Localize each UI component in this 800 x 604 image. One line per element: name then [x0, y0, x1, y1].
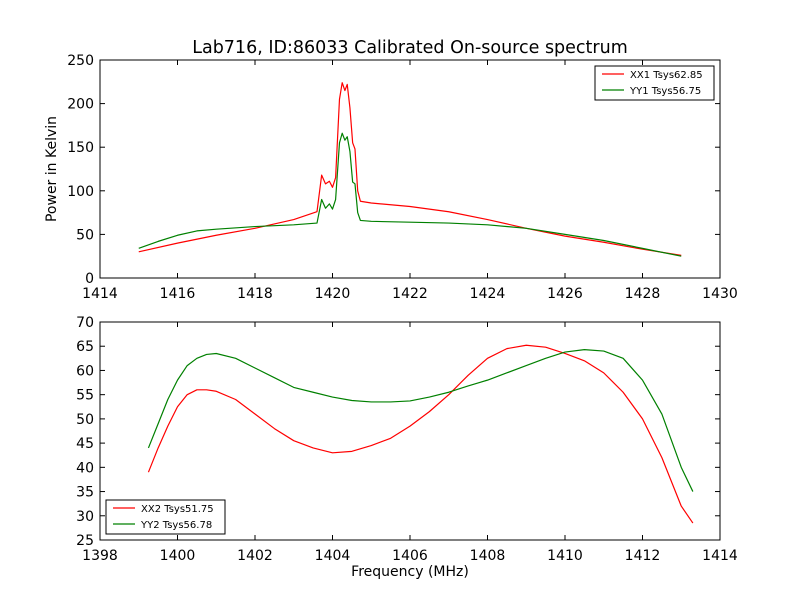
bottom-legend-box: [105, 499, 226, 535]
bottom-series-xx2-line: [147, 344, 694, 524]
top-ytick-label: 50: [76, 227, 94, 243]
bottom-chart-xlabel: Frequency (MHz): [351, 564, 469, 580]
top-ytick-label: 200: [67, 97, 94, 113]
top-series-yy1-line: [138, 132, 682, 257]
bottom-chart-frame: [99, 321, 721, 541]
top-chart-legend: XX1 Tsys62.85 YY1 Tsys56.75: [594, 65, 715, 101]
bottom-xtick-label: 1408: [470, 548, 506, 564]
bottom-xtick-label: 1414: [702, 548, 738, 564]
bottom-ytick-label: 35: [76, 485, 94, 501]
bottom-ytick-label: 30: [76, 509, 94, 525]
top-xtick-label: 1426: [547, 286, 583, 302]
top-xtick-label: 1424: [470, 286, 506, 302]
bottom-series-yy2-line: [147, 349, 694, 492]
top-xtick-label: 1420: [315, 286, 351, 302]
bottom-xtick-label: 1398: [82, 548, 118, 564]
top-chart-series: [138, 82, 682, 257]
top-xtick-label: 1418: [237, 286, 273, 302]
top-ytick-label: 250: [67, 53, 94, 69]
top-xtick-label: 1430: [702, 286, 738, 302]
bottom-xtick-label: 1412: [625, 548, 661, 564]
top-series-xx1-line: [138, 82, 682, 256]
legend-label-yy1: YY1 Tsys56.75: [629, 86, 701, 97]
bottom-chart: Frequency (MHz) 1398 1400 1402 1404 1406 1408…: [76, 315, 738, 580]
top-xtick-label: 1414: [82, 286, 118, 302]
top-chart: Lab716, ID:86033 Calibrated On-source sp…: [44, 38, 738, 302]
top-xtick-label: 1416: [160, 286, 196, 302]
top-chart-ticks: 1414 1416 1418 1420 1422 1424 1426 1428 1430 0 50 1…: [67, 53, 738, 302]
bottom-ytick-label: 60: [76, 363, 94, 379]
top-ytick-label: 150: [67, 140, 94, 156]
bottom-ytick-label: 70: [76, 315, 94, 331]
legend-label-xx1: XX1 Tsys62.85: [630, 70, 703, 81]
top-chart-ylabel: Power in Kelvin: [44, 116, 60, 222]
bottom-xtick-label: 1410: [547, 548, 583, 564]
bottom-xtick-label: 1406: [392, 548, 428, 564]
bottom-chart-ticks: 1398 1400 1402 1404 1406 1408 1410 1412 1414 25 30…: [76, 315, 738, 564]
legend-label-yy2: YY2 Tsys56.78: [140, 520, 212, 531]
bottom-ytick-label: 25: [76, 533, 94, 549]
top-ytick-label: 100: [67, 184, 94, 200]
bottom-chart-series: [147, 344, 694, 524]
bottom-ytick-label: 55: [76, 388, 94, 404]
top-chart-title: Lab716, ID:86033 Calibrated On-source sp…: [192, 38, 628, 58]
top-legend-box: [594, 65, 715, 101]
bottom-ytick-label: 50: [76, 412, 94, 428]
top-chart-frame: [99, 59, 721, 279]
top-ytick-label: 0: [85, 271, 94, 287]
legend-label-xx2: XX2 Tsys51.75: [141, 504, 214, 515]
bottom-ytick-label: 45: [76, 436, 94, 452]
bottom-xtick-label: 1402: [237, 548, 273, 564]
bottom-ytick-label: 40: [76, 460, 94, 476]
bottom-chart-legend: XX2 Tsys51.75 YY2 Tsys56.78: [105, 499, 226, 535]
bottom-ytick-label: 65: [76, 339, 94, 355]
top-xtick-label: 1422: [392, 286, 428, 302]
top-xtick-label: 1428: [625, 286, 661, 302]
bottom-xtick-label: 1400: [160, 548, 196, 564]
bottom-xtick-label: 1404: [315, 548, 351, 564]
